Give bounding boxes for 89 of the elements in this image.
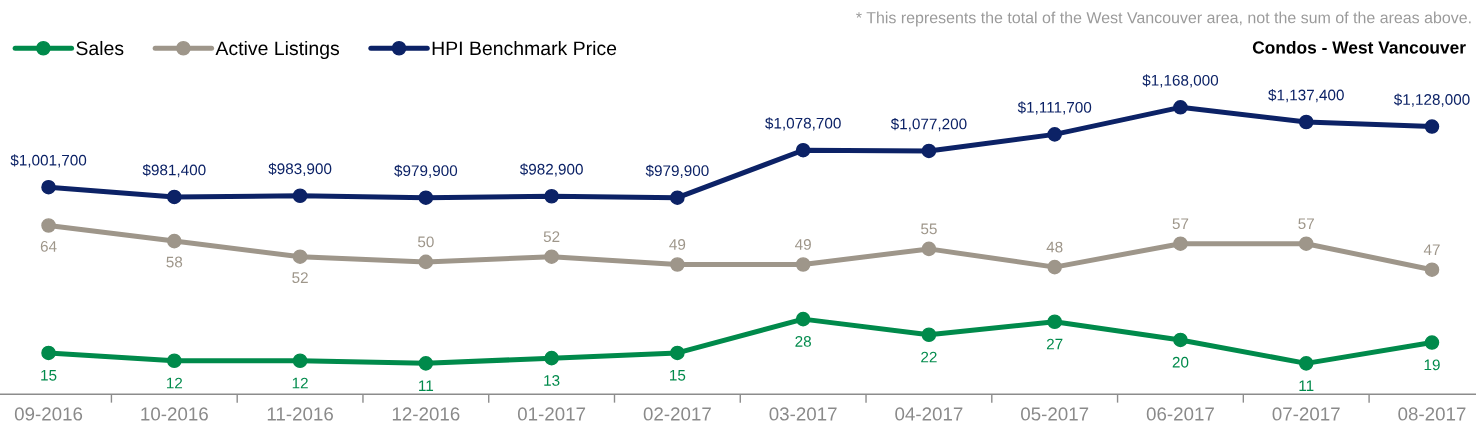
- data-label: 28: [795, 336, 811, 347]
- data-label: $1,078,700: [765, 117, 841, 131]
- x-tick-label: 12-2016: [392, 407, 460, 421]
- data-label: $1,111,700: [1017, 101, 1092, 115]
- point: [921, 143, 937, 159]
- point: [1173, 236, 1188, 251]
- point: [418, 254, 434, 270]
- data-label: $1,128,000: [1393, 93, 1470, 107]
- point: [1424, 335, 1440, 350]
- point: [167, 233, 182, 249]
- data-label: 11: [419, 380, 434, 391]
- point: [795, 311, 811, 327]
- data-label: 12: [166, 377, 183, 389]
- point: [41, 345, 56, 361]
- data-label: 57: [1298, 218, 1314, 230]
- point: [1298, 236, 1314, 251]
- data-label: 52: [543, 231, 560, 243]
- data-label: 22: [921, 351, 937, 363]
- x-tick-label: 07-2017: [1272, 407, 1340, 421]
- data-label: 64: [40, 240, 57, 252]
- data-label: $1,001,700: [10, 154, 87, 168]
- point: [544, 350, 559, 366]
- point: [670, 345, 685, 361]
- x-tick-label: 05-2017: [1021, 407, 1089, 421]
- data-label: 57: [1172, 218, 1189, 230]
- data-label: 58: [166, 256, 183, 268]
- data-label: 48: [1046, 241, 1063, 253]
- x-tick-label: 03-2017: [769, 407, 837, 421]
- data-label: 55: [921, 223, 937, 235]
- point: [418, 190, 434, 205]
- data-label: 49: [795, 239, 811, 250]
- x-tick-label: 09-2016: [14, 407, 83, 421]
- data-label: $983,900: [268, 162, 332, 176]
- point: [670, 190, 685, 205]
- point: [41, 179, 56, 195]
- point: [1424, 119, 1440, 134]
- point: [1047, 314, 1062, 330]
- data-label: 11: [1299, 380, 1314, 391]
- point: [41, 218, 56, 233]
- data-label: $982,900: [519, 163, 583, 177]
- point: [1173, 332, 1188, 348]
- data-label: 49: [669, 239, 686, 250]
- legend-label: HPI Benchmark Price: [432, 40, 617, 56]
- chart-title: Condos - West Vancouver: [1252, 40, 1466, 54]
- point: [795, 257, 811, 272]
- point: [418, 356, 434, 371]
- point: [1298, 114, 1314, 130]
- x-tick-label: 04-2017: [895, 407, 963, 421]
- x-tick-label: 08-2017: [1398, 407, 1466, 421]
- data-label: 19: [1424, 359, 1440, 371]
- data-label: 12: [292, 377, 308, 389]
- data-label: 15: [670, 370, 686, 381]
- legend-label: Active Listings: [215, 40, 340, 60]
- data-label: $979,900: [645, 164, 709, 178]
- point: [167, 353, 182, 369]
- point: [1298, 356, 1314, 371]
- point: [544, 249, 559, 264]
- point: [292, 188, 308, 204]
- data-label: $1,137,400: [1268, 88, 1344, 103]
- point: [1047, 127, 1062, 142]
- point: [795, 142, 811, 158]
- text: * This represents the total of the West Vancouver area, not the sum of the areas above.: [856, 11, 1471, 27]
- data-label: 15: [41, 370, 57, 381]
- data-label: 20: [1172, 356, 1189, 368]
- data-label: $979,900: [394, 164, 458, 178]
- data-label: $981,400: [142, 163, 206, 178]
- x-tick-label: 02-2017: [643, 407, 711, 421]
- point: [292, 353, 308, 369]
- point: [167, 189, 182, 205]
- point: [670, 257, 685, 272]
- x-tick-label: 11-2016: [267, 407, 333, 421]
- point: [1424, 262, 1440, 278]
- data-label: 27: [1046, 338, 1063, 350]
- data-label: 13: [544, 375, 560, 386]
- data-label: 52: [292, 272, 308, 284]
- data-label: $1,077,200: [890, 117, 967, 132]
- x-tick-label: 06-2017: [1146, 407, 1214, 421]
- point: [1173, 100, 1188, 115]
- point: [544, 188, 559, 204]
- data-label: 50: [417, 236, 434, 248]
- point: [1047, 259, 1062, 275]
- point: [921, 327, 937, 343]
- x-tick-label: 01-2017: [517, 407, 586, 421]
- x-tick-label: 10-2016: [141, 407, 208, 421]
- legend-label: Sales: [76, 40, 124, 56]
- point: [292, 249, 308, 264]
- point: [921, 241, 937, 257]
- data-label: $1,168,000: [1142, 74, 1219, 88]
- data-label: 47: [1423, 244, 1440, 255]
